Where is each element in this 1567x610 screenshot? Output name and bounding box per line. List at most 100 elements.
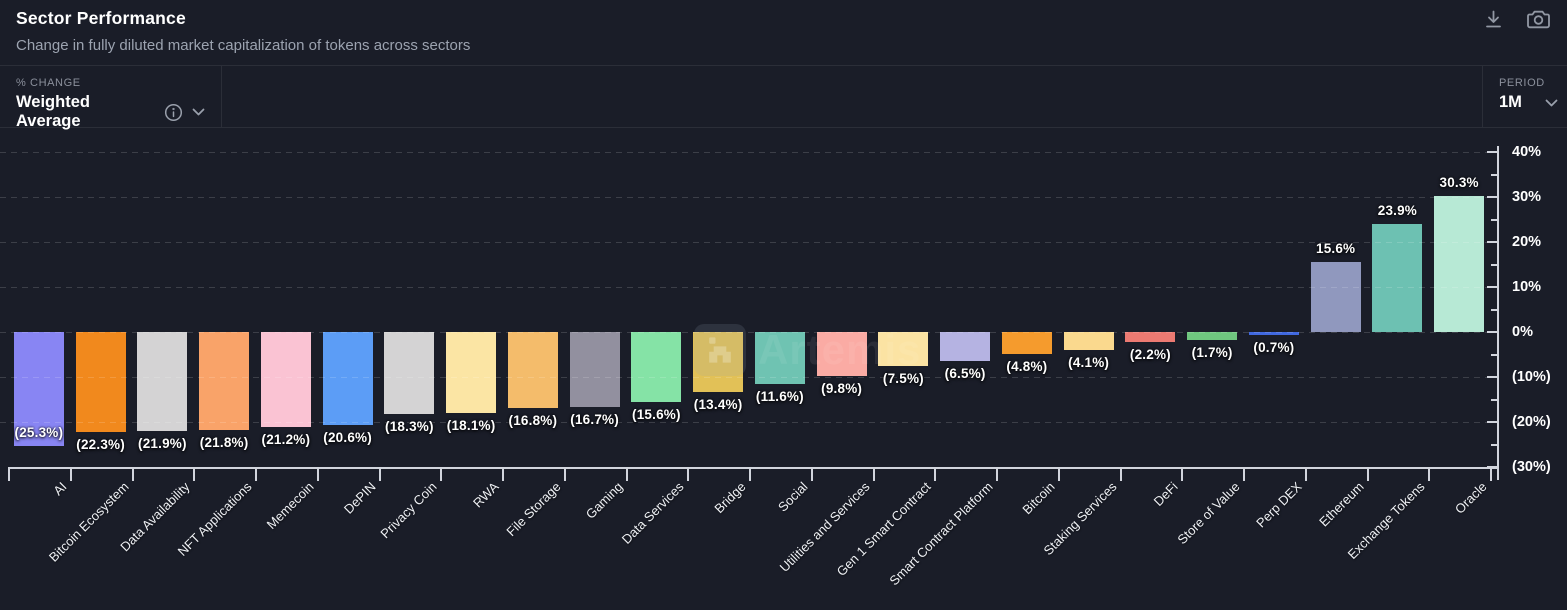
bar-privacy-coin[interactable] xyxy=(384,332,435,415)
bar-value-label: (2.2%) xyxy=(1129,346,1171,362)
y-axis-tick xyxy=(1487,331,1497,333)
x-axis-tick xyxy=(1243,469,1245,481)
bar-bridge[interactable] xyxy=(693,332,744,393)
bar-staking-services[interactable] xyxy=(1063,332,1114,351)
bar-value-label: (21.2%) xyxy=(261,432,311,448)
y-axis-tick-label: (10%) xyxy=(1512,369,1551,385)
gridline-30% xyxy=(0,197,1497,198)
x-axis-tick xyxy=(1490,469,1492,481)
bar-memecoin[interactable] xyxy=(260,332,311,428)
x-axis-label-smart-contract-platform: Smart Contract Platform xyxy=(886,479,996,589)
bar-data-availability[interactable] xyxy=(137,332,188,431)
period-selector-label: PERIOD xyxy=(1499,77,1545,89)
metric-selected-value: Weighted Average xyxy=(16,93,90,130)
y-axis-tick-label: 40% xyxy=(1512,144,1542,160)
bar-social[interactable] xyxy=(754,332,805,385)
x-axis-tick xyxy=(1304,469,1307,481)
bar-value-label: (25.3%) xyxy=(14,424,64,440)
y-axis-tick xyxy=(1487,466,1497,468)
bar-defi[interactable] xyxy=(1125,332,1176,342)
bar-file-storage[interactable] xyxy=(507,332,558,408)
y-axis-tick xyxy=(1487,376,1497,378)
bar-perp-dex[interactable] xyxy=(1248,332,1299,336)
camera-icon xyxy=(1526,8,1551,33)
metric-selector-group: % CHANGE Weighted Average xyxy=(0,66,221,130)
x-axis-tick xyxy=(193,469,196,481)
y-axis-tick-label: 30% xyxy=(1512,189,1542,205)
x-axis-tick xyxy=(131,469,134,481)
bar-value-label: (7.5%) xyxy=(882,370,924,386)
period-selector-group: PERIOD 1M xyxy=(1483,66,1567,127)
y-axis-tick xyxy=(1487,421,1497,423)
bar-value-label: (18.1%) xyxy=(446,418,496,434)
y-axis-minor-tick xyxy=(1491,173,1497,176)
x-axis-label-social: Social xyxy=(774,479,811,515)
period-selector-dropdown[interactable]: 1M xyxy=(1499,93,1558,112)
bar-gaming[interactable] xyxy=(569,332,620,408)
metric-selector-label: % CHANGE xyxy=(16,77,81,89)
bar-depin[interactable] xyxy=(322,332,373,425)
x-axis-label-bitcoin: Bitcoin xyxy=(1019,479,1058,518)
y-axis-tick-label: (20%) xyxy=(1512,414,1551,430)
x-axis-tick xyxy=(378,469,381,481)
gridline-40% xyxy=(0,152,1497,153)
bar-ethereum[interactable] xyxy=(1310,261,1361,332)
x-axis-label-data-services: Data Services xyxy=(619,479,687,547)
bar-value-label: (16.8%) xyxy=(508,412,558,428)
bar-exchange-tokens[interactable] xyxy=(1372,224,1423,332)
bar-value-label: (4.1%) xyxy=(1068,355,1110,371)
metric-selector-dropdown[interactable]: Weighted Average xyxy=(16,93,205,131)
x-axis-label-rwa: RWA xyxy=(470,479,502,511)
bar-oracle[interactable] xyxy=(1434,195,1485,332)
bar-value-label: 23.9% xyxy=(1377,203,1418,219)
y-axis-minor-tick xyxy=(1491,443,1497,446)
x-axis-tick xyxy=(1181,469,1184,481)
x-axis-label-ethereum: Ethereum xyxy=(1315,479,1367,530)
info-icon[interactable] xyxy=(164,103,183,122)
bar-value-label: 15.6% xyxy=(1315,240,1356,256)
y-axis-minor-tick xyxy=(1491,263,1497,266)
y-axis-tick xyxy=(1487,151,1497,153)
x-axis-tick xyxy=(440,469,443,481)
gridline-10% xyxy=(0,287,1497,288)
y-axis-line xyxy=(1497,146,1499,480)
bar-value-label: (21.8%) xyxy=(199,435,249,451)
x-axis-label-depin: DePIN xyxy=(340,479,379,517)
x-axis-label-store-of-value: Store of Value xyxy=(1174,479,1243,548)
bar-rwa[interactable] xyxy=(446,332,497,414)
y-axis-minor-tick xyxy=(1491,398,1497,401)
bar-smart-contract-platform[interactable] xyxy=(940,332,991,362)
x-axis-tick xyxy=(255,469,257,481)
bar-gen-1-smart-contract[interactable] xyxy=(878,332,929,366)
bar-value-label: (1.7%) xyxy=(1191,344,1233,360)
bar-store-of-value[interactable] xyxy=(1187,332,1238,340)
x-axis-tick xyxy=(8,469,10,481)
x-axis-label-oracle: Oracle xyxy=(1452,479,1490,517)
y-axis-minor-tick xyxy=(1491,353,1497,356)
bar-bitcoin-ecosystem[interactable] xyxy=(75,332,126,433)
bar-utilities-and-services[interactable] xyxy=(816,332,867,377)
y-axis-tick xyxy=(1487,286,1497,288)
x-axis-tick xyxy=(502,469,504,481)
x-axis-tick xyxy=(1428,469,1431,481)
bar-value-label: (0.7%) xyxy=(1253,340,1295,356)
controls-spacer xyxy=(222,66,1482,127)
bar-bitcoin[interactable] xyxy=(1001,332,1052,354)
header-actions xyxy=(1483,8,1551,33)
x-axis-tick xyxy=(996,469,998,481)
bar-value-label: (20.6%) xyxy=(323,429,372,445)
x-axis-tick xyxy=(1119,469,1122,481)
controls-divider-left xyxy=(221,66,222,127)
bar-value-label: (6.5%) xyxy=(944,366,986,382)
bar-nft-applications[interactable] xyxy=(199,332,250,431)
screenshot-button[interactable] xyxy=(1526,8,1551,33)
bar-data-services[interactable] xyxy=(631,332,682,403)
y-axis-tick-label: 0% xyxy=(1512,324,1533,340)
x-axis-tick xyxy=(934,469,937,481)
bar-ai[interactable] xyxy=(13,332,64,446)
download-button[interactable] xyxy=(1483,9,1504,33)
bar-value-label: (18.3%) xyxy=(385,419,434,435)
bar-value-label: (21.9%) xyxy=(138,435,187,451)
bar-value-label: (9.8%) xyxy=(821,381,863,397)
bar-value-label: (13.4%) xyxy=(693,397,743,413)
